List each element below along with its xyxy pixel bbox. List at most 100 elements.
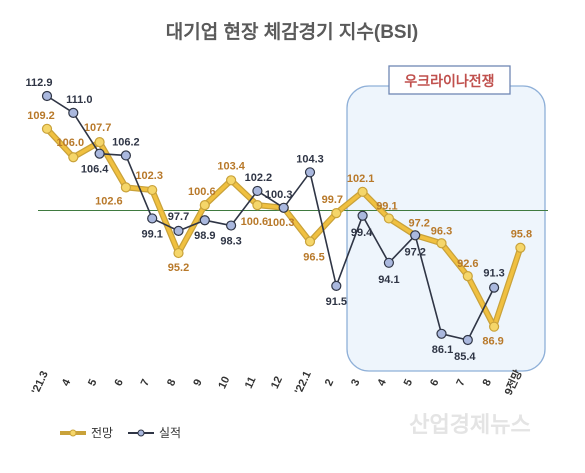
x-tick-label: 3 xyxy=(349,377,362,388)
actual-data-label: 106.2 xyxy=(112,136,140,148)
actual-point xyxy=(489,282,500,293)
forecast-point xyxy=(515,242,526,253)
actual-data-label: 98.9 xyxy=(194,230,215,242)
forecast-data-label: 102.3 xyxy=(135,170,163,182)
x-tick-label: '22.1 xyxy=(293,369,314,396)
actual-point xyxy=(436,328,447,339)
x-tick-label: 4 xyxy=(375,377,389,388)
x-tick-label: 9 xyxy=(191,377,204,388)
chart-title: 대기업 현장 체감경기 지수(BSI) xyxy=(166,21,418,43)
forecast-point xyxy=(489,321,500,332)
legend: 전망 실적 xyxy=(60,426,181,440)
actual-data-label: 98.3 xyxy=(220,236,241,248)
x-tick-label: 6 xyxy=(428,377,441,388)
actual-point xyxy=(199,215,210,226)
x-tick-label: 11 xyxy=(243,375,259,391)
actual-series: 112.9 111.0 106.4 106.2 99.1 97.7 98.9 98.3 102.… xyxy=(26,77,505,363)
x-tick-label: 7 xyxy=(139,377,152,388)
forecast-data-label: 99.7 xyxy=(322,194,343,206)
forecast-data-label: 92.6 xyxy=(457,258,478,270)
x-axis-ticks: '21.3 4 5 6 7 8 9 10 11 12 '22.1 2 3 4 5 6 7 8 9전망 xyxy=(30,367,525,397)
x-tick-label: 8 xyxy=(165,377,178,388)
x-tick-label: 4 xyxy=(60,377,74,388)
x-tick-label: 5 xyxy=(86,377,99,388)
forecast-point xyxy=(226,175,237,186)
actual-point xyxy=(41,90,53,102)
actual-data-label: 86.1 xyxy=(432,344,453,356)
actual-data-label: 111.0 xyxy=(66,94,92,106)
x-tick-label: 10 xyxy=(216,375,232,391)
forecast-data-label: 96.5 xyxy=(303,252,324,264)
actual-point xyxy=(304,167,316,178)
actual-point xyxy=(410,230,421,241)
forecast-point xyxy=(68,152,79,163)
actual-data-label: 85.4 xyxy=(454,351,476,363)
actual-point xyxy=(462,334,473,346)
actual-data-label: 104.3 xyxy=(296,153,324,165)
x-tick-label: 2 xyxy=(323,377,336,388)
watermark: 산업경제뉴스 xyxy=(409,412,530,437)
forecast-point xyxy=(383,213,394,224)
forecast-data-label: 99.1 xyxy=(376,200,397,212)
forecast-data-label: 102.1 xyxy=(347,173,375,185)
actual-point xyxy=(383,257,394,268)
forecast-data-label: 100.6 xyxy=(241,216,269,228)
forecast-point xyxy=(462,271,473,282)
forecast-data-label: 97.2 xyxy=(408,217,429,229)
annotation-label: 우크라이나전쟁 xyxy=(404,73,494,89)
actual-data-label: 102.2 xyxy=(245,172,273,184)
forecast-point xyxy=(252,200,263,211)
actual-point xyxy=(252,185,263,197)
forecast-data-label: 96.3 xyxy=(431,225,452,237)
actual-data-label: 91.5 xyxy=(326,296,347,308)
actual-point xyxy=(147,213,158,224)
actual-point xyxy=(68,107,79,118)
forecast-point xyxy=(41,123,53,134)
forecast-point xyxy=(173,247,184,259)
actual-data-label: 99.4 xyxy=(351,227,373,239)
actual-data-label: 94.1 xyxy=(378,274,399,286)
legend-actual-label: 실적 xyxy=(159,426,181,440)
x-tick-label: 8 xyxy=(481,377,494,388)
actual-point xyxy=(331,280,342,291)
actual-point xyxy=(278,202,289,213)
actual-data-label: 91.3 xyxy=(483,268,504,280)
x-tick-label: '21.3 xyxy=(30,369,51,396)
forecast-point xyxy=(94,137,105,148)
x-tick-label: 6 xyxy=(112,377,125,388)
actual-data-label: 112.9 xyxy=(26,77,53,89)
actual-data-label: 97.2 xyxy=(404,246,425,258)
forecast-point xyxy=(199,200,210,211)
forecast-data-label: 102.6 xyxy=(95,195,123,207)
forecast-data-label: 109.2 xyxy=(27,110,55,122)
actual-data-label: 106.4 xyxy=(81,164,109,176)
forecast-data-label: 100.3 xyxy=(267,217,295,229)
x-tick-label: 9전망 xyxy=(501,367,525,397)
actual-data-label: 97.7 xyxy=(168,211,189,223)
actual-point xyxy=(94,148,105,159)
x-tick-label: 5 xyxy=(402,377,415,388)
forecast-data-label: 107.7 xyxy=(84,122,112,134)
actual-data-label: 100.3 xyxy=(265,189,293,201)
actual-point xyxy=(357,210,368,221)
actual-point xyxy=(120,150,132,161)
x-tick-label: 12 xyxy=(269,375,285,391)
forecast-data-label: 103.4 xyxy=(217,160,245,172)
forecast-data-label: 86.9 xyxy=(482,336,503,348)
actual-data-label: 99.1 xyxy=(141,228,162,240)
forecast-data-label: 95.8 xyxy=(511,229,532,241)
legend-forecast-label: 전망 xyxy=(91,426,113,440)
actual-point xyxy=(226,220,237,231)
forecast-data-label: 95.2 xyxy=(168,262,189,274)
x-tick-label: 7 xyxy=(454,377,467,388)
legend-actual-marker xyxy=(137,429,145,437)
forecast-point xyxy=(357,186,368,197)
forecast-point xyxy=(331,208,342,219)
forecast-point xyxy=(304,236,316,247)
forecast-point xyxy=(147,184,158,196)
forecast-point xyxy=(436,238,447,249)
forecast-point xyxy=(120,182,132,193)
annotation-box xyxy=(388,65,511,95)
actual-point xyxy=(173,225,184,236)
legend-forecast-marker xyxy=(69,429,77,437)
